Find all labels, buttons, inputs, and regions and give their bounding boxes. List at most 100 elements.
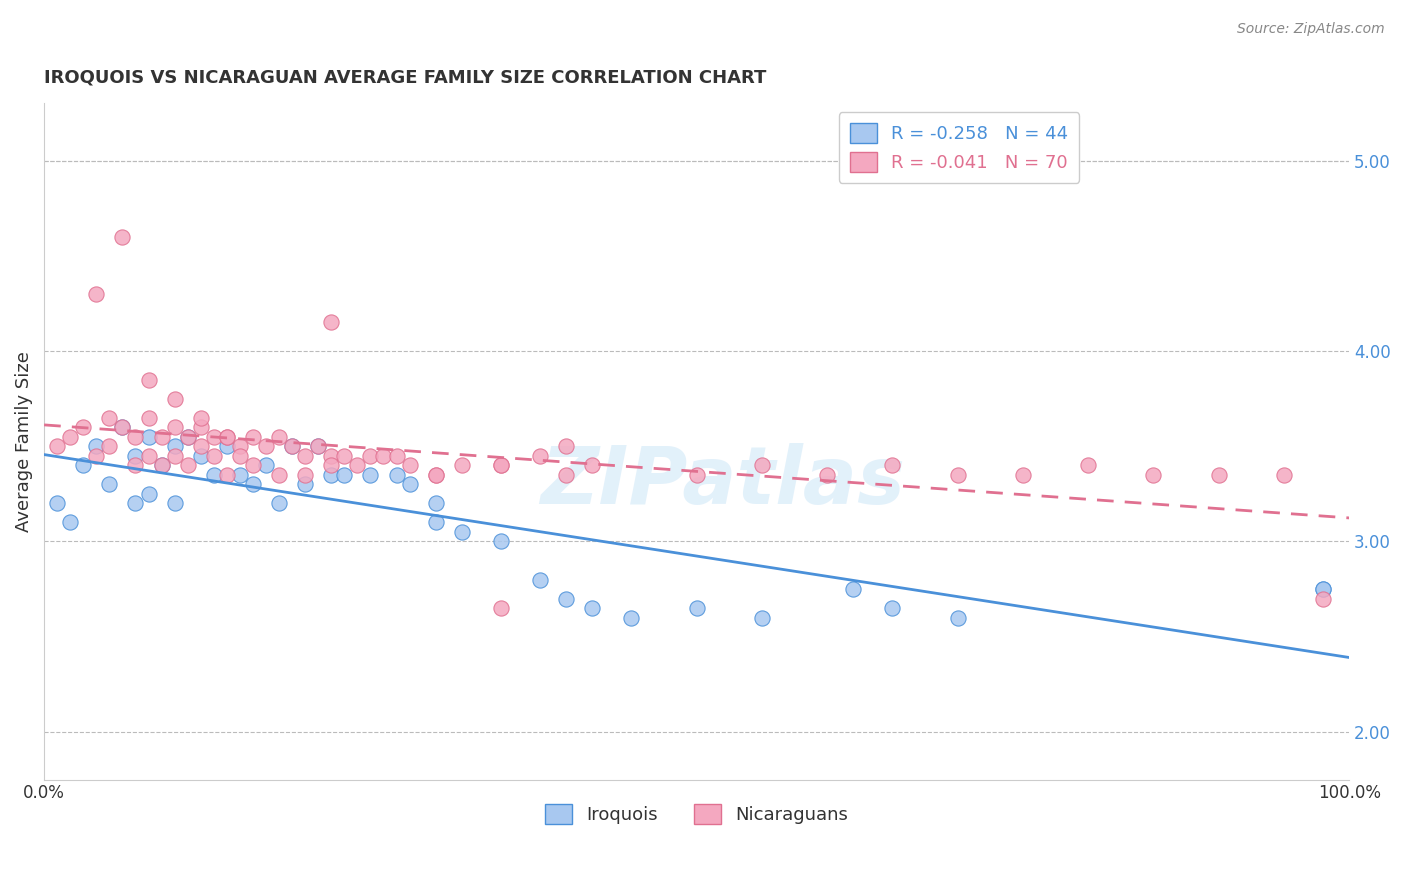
Point [815, 467, 838, 482]
Point [215, 439, 238, 453]
Point [150, 430, 173, 444]
Point [215, 430, 238, 444]
Point [190, 410, 212, 425]
Point [150, 458, 173, 473]
Point [86, 286, 108, 301]
Point [425, 496, 447, 510]
Point [138, 410, 160, 425]
Point [267, 430, 290, 444]
Point [359, 449, 381, 463]
Point [489, 601, 512, 615]
Point [124, 430, 146, 444]
Point [307, 439, 329, 453]
Point [190, 449, 212, 463]
Point [86, 439, 108, 453]
Point [882, 601, 904, 615]
Point [98, 410, 121, 425]
Point [124, 449, 146, 463]
Point [321, 467, 343, 482]
Point [529, 573, 551, 587]
Point [425, 467, 447, 482]
Point [321, 458, 343, 473]
Point [307, 439, 329, 453]
Point [202, 430, 225, 444]
Point [163, 449, 186, 463]
Point [229, 449, 252, 463]
Point [111, 420, 134, 434]
Point [489, 458, 512, 473]
Point [176, 430, 198, 444]
Legend: Iroquois, Nicaraguans: Iroquois, Nicaraguans [537, 797, 856, 831]
Point [1142, 467, 1164, 482]
Point [946, 610, 969, 624]
Point [321, 315, 343, 329]
Point [138, 487, 160, 501]
Point [450, 524, 472, 539]
Point [1208, 467, 1230, 482]
Point [138, 430, 160, 444]
Point [242, 458, 264, 473]
Point [202, 467, 225, 482]
Point [98, 439, 121, 453]
Point [333, 449, 356, 463]
Point [489, 458, 512, 473]
Point [46, 439, 69, 453]
Point [751, 610, 773, 624]
Point [72, 420, 94, 434]
Point [1077, 458, 1099, 473]
Point [254, 458, 277, 473]
Point [882, 458, 904, 473]
Point [321, 449, 343, 463]
Point [72, 458, 94, 473]
Point [333, 467, 356, 482]
Point [98, 477, 121, 491]
Point [124, 496, 146, 510]
Point [450, 458, 472, 473]
Point [176, 458, 198, 473]
Point [176, 430, 198, 444]
Point [620, 610, 643, 624]
Point [1272, 467, 1295, 482]
Point [202, 449, 225, 463]
Point [163, 392, 186, 406]
Point [190, 439, 212, 453]
Point [686, 601, 709, 615]
Point [398, 477, 420, 491]
Point [555, 591, 578, 606]
Point [1312, 591, 1334, 606]
Point [281, 439, 304, 453]
Text: IROQUOIS VS NICARAGUAN AVERAGE FAMILY SIZE CORRELATION CHART: IROQUOIS VS NICARAGUAN AVERAGE FAMILY SI… [44, 69, 766, 87]
Point [229, 439, 252, 453]
Point [842, 582, 865, 596]
Point [555, 439, 578, 453]
Point [111, 229, 134, 244]
Point [294, 477, 316, 491]
Point [581, 601, 603, 615]
Point [529, 449, 551, 463]
Point [150, 458, 173, 473]
Point [294, 449, 316, 463]
Point [1312, 582, 1334, 596]
Point [46, 496, 69, 510]
Point [215, 467, 238, 482]
Point [190, 420, 212, 434]
Point [138, 449, 160, 463]
Point [294, 467, 316, 482]
Point [242, 430, 264, 444]
Y-axis label: Average Family Size: Average Family Size [15, 351, 32, 532]
Point [111, 420, 134, 434]
Point [1312, 582, 1334, 596]
Point [267, 467, 290, 482]
Point [59, 430, 82, 444]
Point [254, 439, 277, 453]
Point [489, 534, 512, 549]
Point [59, 516, 82, 530]
Point [398, 458, 420, 473]
Point [555, 467, 578, 482]
Point [229, 467, 252, 482]
Point [242, 477, 264, 491]
Point [385, 467, 408, 482]
Text: Source: ZipAtlas.com: Source: ZipAtlas.com [1237, 22, 1385, 37]
Point [163, 420, 186, 434]
Point [946, 467, 969, 482]
